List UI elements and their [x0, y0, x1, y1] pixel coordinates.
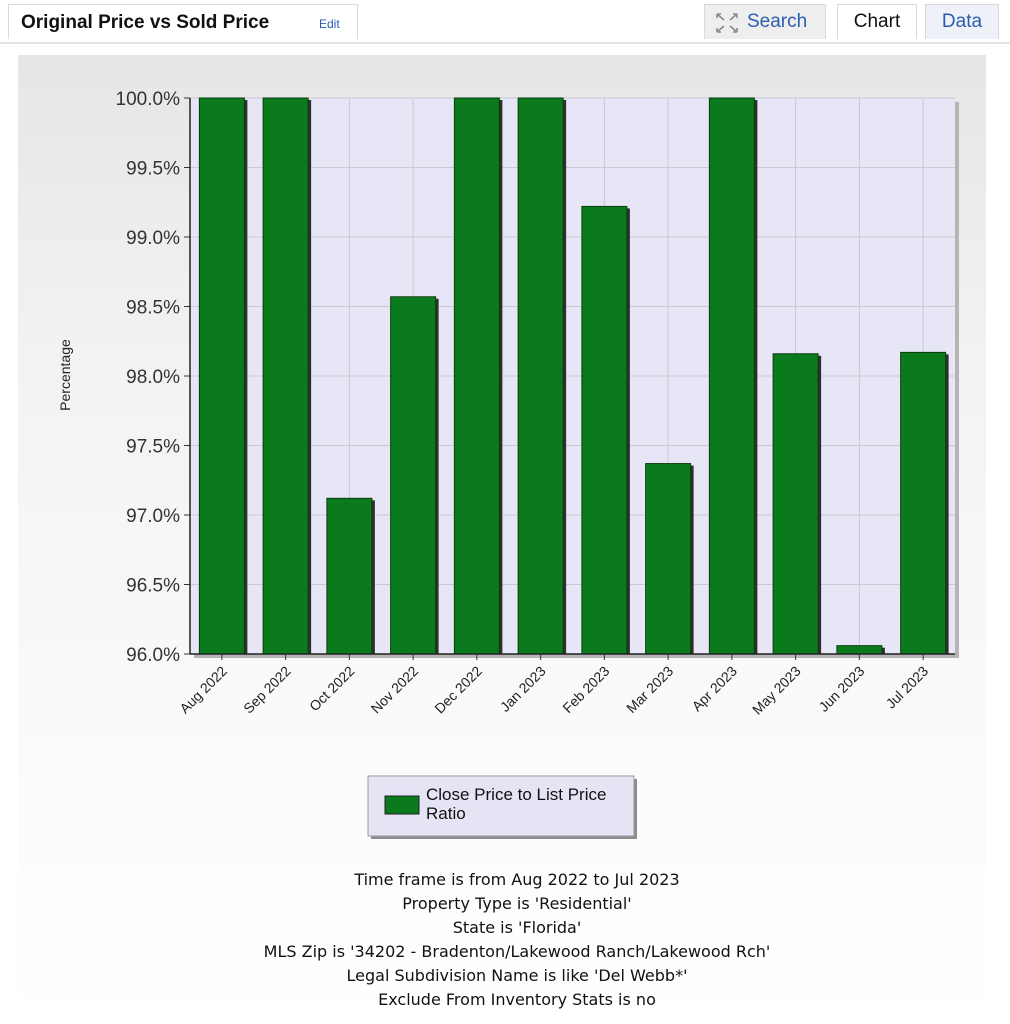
caption-line: Property Type is 'Residential': [402, 894, 632, 913]
x-tick-label: Aug 2022: [176, 663, 230, 717]
x-tick-label: Dec 2022: [431, 663, 485, 717]
caption-line: Time frame is from Aug 2022 to Jul 2023: [354, 870, 680, 889]
bar: [517, 97, 564, 655]
x-tick-label: Jan 2023: [497, 663, 549, 715]
tab-chart[interactable]: Chart: [837, 4, 917, 39]
y-tick-label: 97.5%: [126, 437, 180, 458]
x-tick-label: Oct 2022: [306, 663, 358, 715]
y-tick-label: 96.0%: [126, 645, 180, 666]
caption-line: MLS Zip is '34202 - Bradenton/Lakewood R…: [263, 942, 771, 961]
x-tick-label: Sep 2022: [240, 663, 294, 717]
y-tick-label: 99.0%: [126, 228, 180, 249]
bar: [390, 296, 437, 655]
edit-link[interactable]: Edit: [319, 17, 340, 31]
x-tick-label: Apr 2023: [688, 663, 740, 715]
y-tick-label: 96.5%: [126, 576, 180, 597]
bar: [581, 205, 628, 655]
legend-label-continued: Ratio: [426, 804, 466, 823]
legend-swatch: [384, 795, 420, 815]
header-bar: Original Price vs Sold Price Edit Search…: [0, 0, 1010, 44]
bar: [900, 351, 947, 655]
search-label: Search: [747, 11, 808, 32]
bar: [836, 645, 883, 655]
filter-caption: Time frame is from Aug 2022 to Jul 2023 …: [18, 868, 1010, 1012]
bar-chart: 100.0% 99.5% 99.0% 98.5% 98.0% 97.5% 97.0% 96.5…: [57, 89, 959, 839]
bar: [708, 97, 755, 655]
x-tick-label: Nov 2022: [368, 663, 422, 717]
title-tab: Original Price vs Sold Price Edit: [8, 4, 358, 39]
page-title: Original Price vs Sold Price: [21, 12, 270, 33]
bar: [326, 497, 373, 655]
tab-data[interactable]: Data: [925, 4, 999, 39]
x-tick-label: Feb 2023: [559, 663, 612, 716]
x-tick-label: Jun 2023: [815, 663, 867, 715]
bar: [262, 97, 309, 655]
x-tick-label: May 2023: [749, 663, 804, 718]
y-tick-label: 100.0%: [116, 89, 181, 110]
y-axis-title: Percentage: [57, 339, 73, 411]
caption-line: Legal Subdivision Name is like 'Del Webb…: [346, 966, 688, 985]
search-button[interactable]: Search: [704, 4, 826, 39]
bar: [645, 463, 692, 655]
x-tick-label: Mar 2023: [623, 663, 676, 716]
expand-arrows-icon: [716, 13, 738, 33]
y-tick-label: 99.5%: [126, 159, 180, 180]
caption-line: State is 'Florida': [452, 918, 582, 937]
y-tick-label: 97.0%: [126, 506, 180, 527]
chart-panel: 100.0% 99.5% 99.0% 98.5% 98.0% 97.5% 97.0% 96.5…: [18, 55, 986, 1024]
bar: [772, 353, 819, 655]
x-tick-label: Jul 2023: [883, 663, 932, 712]
y-tick-label: 98.5%: [126, 298, 180, 319]
bar: [453, 97, 500, 655]
bar: [198, 97, 245, 655]
caption-line: Exclude From Inventory Stats is no: [378, 990, 656, 1009]
legend-label: Close Price to List Price: [426, 785, 606, 804]
y-tick-label: 98.0%: [126, 367, 180, 388]
